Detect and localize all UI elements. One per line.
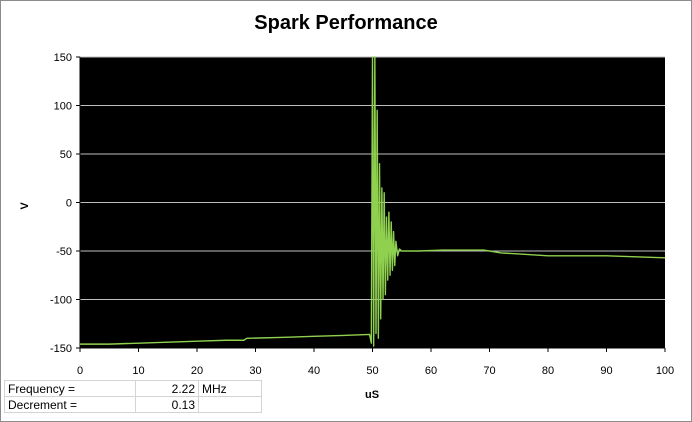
series-line [80, 56, 666, 347]
x-tick-label: 10 [132, 365, 144, 377]
x-axis-title: uS [365, 389, 379, 401]
stats-row-frequency: Frequency = 2.22 MHz [4, 380, 262, 397]
y-tick-label: -150 [50, 343, 72, 355]
y-tick-label: 50 [60, 149, 72, 161]
y-axis-title: V [19, 202, 31, 210]
x-tick-label: 40 [308, 365, 320, 377]
decrement-value: 0.13 [135, 396, 199, 413]
frequency-unit: MHz [198, 380, 262, 397]
x-tick-label: 70 [483, 365, 495, 377]
chart-title: Spark Performance [254, 12, 438, 34]
y-tick-labels: -150 -100 -50 0 50 100 150 [50, 52, 72, 355]
y-tick-label: -100 [50, 295, 72, 307]
series-layer [80, 56, 666, 347]
y-tick-label: 100 [54, 101, 72, 113]
decrement-unit [198, 396, 262, 413]
x-tick-label: 100 [656, 365, 674, 377]
frequency-label: Frequency = [4, 380, 136, 397]
axes [76, 56, 666, 352]
x-tick-label: 50 [366, 365, 378, 377]
x-tick-label: 90 [600, 365, 612, 377]
y-tick-label: 150 [54, 52, 72, 64]
x-tick-label: 0 [77, 365, 83, 377]
x-tick-label: 20 [191, 365, 203, 377]
x-tick-label: 60 [425, 365, 437, 377]
stats-row-decrement: Decrement = 0.13 [4, 396, 262, 413]
frequency-value: 2.22 [135, 380, 199, 397]
x-tick-label: 30 [249, 365, 261, 377]
x-tick-labels: 0 10 20 30 40 50 60 70 80 90 100 [77, 365, 674, 377]
y-tick-label: 0 [66, 198, 72, 210]
y-tick-label: -50 [56, 246, 72, 258]
x-tick-label: 80 [542, 365, 554, 377]
decrement-label: Decrement = [4, 396, 136, 413]
stats-table: Frequency = 2.22 MHz Decrement = 0.13 [4, 380, 262, 413]
